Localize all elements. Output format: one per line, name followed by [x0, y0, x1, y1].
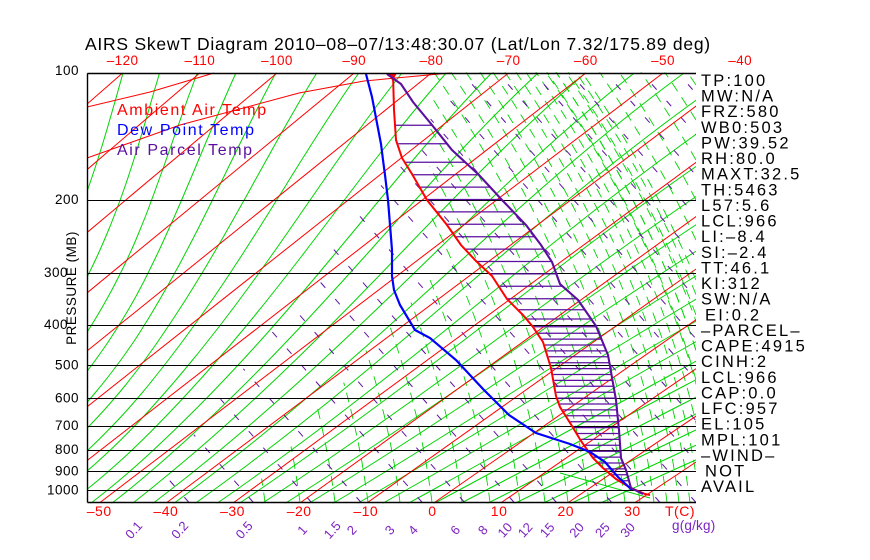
- svg-text:20: 20: [557, 503, 574, 519]
- svg-text:–60: –60: [574, 53, 598, 68]
- svg-text:AVAIL: AVAIL: [701, 478, 756, 496]
- svg-text:LCL:966: LCL:966: [701, 213, 779, 231]
- svg-text:SI:–2.4: SI:–2.4: [701, 244, 769, 262]
- svg-text:–10: –10: [353, 503, 378, 519]
- svg-text:–70: –70: [497, 53, 521, 68]
- svg-text:700: 700: [55, 418, 79, 433]
- svg-text:300: 300: [44, 265, 68, 280]
- svg-text:SW:N/A: SW:N/A: [701, 291, 773, 309]
- svg-text:RH:80.0: RH:80.0: [701, 150, 777, 168]
- svg-text:200: 200: [55, 192, 79, 207]
- svg-text:WB0:503: WB0:503: [701, 119, 784, 137]
- svg-text:g(g/kg): g(g/kg): [672, 518, 715, 533]
- svg-text:–90: –90: [342, 53, 366, 68]
- svg-text:10: 10: [491, 503, 508, 519]
- svg-text:–WIND–: –WIND–: [701, 447, 777, 465]
- svg-text:MW:N/A: MW:N/A: [701, 88, 775, 106]
- svg-text:100: 100: [55, 63, 79, 78]
- svg-text:1000: 1000: [47, 483, 79, 498]
- svg-text:T(C): T(C): [665, 503, 695, 519]
- svg-text:MAXT:32.5: MAXT:32.5: [701, 166, 802, 184]
- svg-text:LI:–8.4: LI:–8.4: [701, 228, 767, 246]
- svg-text:EI:0.2: EI:0.2: [705, 306, 761, 324]
- svg-text:Ambient Air Temp: Ambient Air Temp: [117, 102, 268, 119]
- svg-text:CINH:2: CINH:2: [701, 353, 768, 371]
- svg-text:PW:39.52: PW:39.52: [701, 134, 791, 152]
- svg-text:EL:105: EL:105: [701, 416, 767, 434]
- svg-text:30: 30: [624, 503, 641, 519]
- svg-text:L57:5.6: L57:5.6: [701, 197, 771, 215]
- svg-text:Dew Point Temp: Dew Point Temp: [117, 122, 256, 139]
- svg-text:–50: –50: [651, 53, 675, 68]
- svg-text:LFC:957: LFC:957: [701, 400, 780, 418]
- svg-text:MPL:101: MPL:101: [701, 431, 782, 449]
- svg-text:–50: –50: [87, 503, 112, 519]
- svg-text:TT:46.1: TT:46.1: [701, 259, 771, 277]
- svg-text:–40: –40: [728, 53, 752, 68]
- svg-text:CAP:0.0: CAP:0.0: [701, 384, 778, 402]
- svg-text:400: 400: [44, 317, 68, 332]
- svg-text:FRZ:580: FRZ:580: [701, 103, 781, 121]
- svg-text:–120: –120: [107, 53, 139, 68]
- svg-text:AIRS SkewT Diagram 2010–08–07/: AIRS SkewT Diagram 2010–08–07/13:48:30.0…: [85, 34, 711, 54]
- svg-text:TH:5463: TH:5463: [701, 181, 780, 199]
- svg-text:–20: –20: [287, 503, 312, 519]
- svg-text:CAPE:4915: CAPE:4915: [701, 338, 807, 356]
- svg-text:800: 800: [55, 442, 79, 457]
- svg-text:TP:100: TP:100: [701, 72, 767, 90]
- svg-text:–110: –110: [184, 53, 215, 68]
- svg-text:–30: –30: [220, 503, 245, 519]
- svg-text:Air Parcel Temp: Air Parcel Temp: [117, 142, 254, 159]
- svg-text:–80: –80: [420, 53, 444, 68]
- svg-text:500: 500: [55, 357, 79, 372]
- svg-text:–40: –40: [153, 503, 178, 519]
- svg-text:NOT: NOT: [705, 463, 746, 481]
- svg-text:600: 600: [55, 390, 79, 405]
- svg-text:KI:312: KI:312: [701, 275, 762, 293]
- svg-text:LCL:966: LCL:966: [701, 369, 779, 387]
- svg-text:–100: –100: [261, 53, 293, 68]
- svg-text:PRESSURE (MB): PRESSURE (MB): [64, 231, 79, 345]
- svg-text:900: 900: [55, 463, 79, 478]
- svg-text:0: 0: [428, 503, 436, 519]
- svg-text:–PARCEL–: –PARCEL–: [701, 322, 802, 340]
